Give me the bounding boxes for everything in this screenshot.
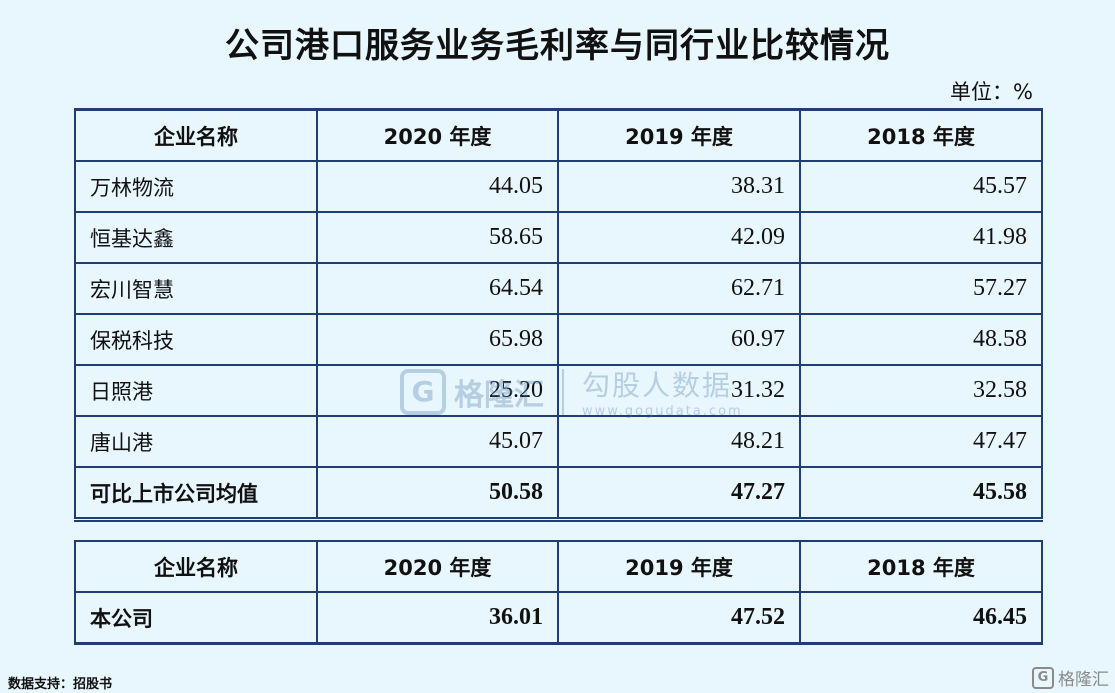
value-2019: 62.71 — [557, 262, 801, 315]
table-row: 恒基达鑫 58.65 42.09 41.98 — [74, 211, 1043, 264]
header-2020: 2020 年度 — [316, 540, 559, 593]
value-2019: 48.21 — [557, 415, 801, 468]
value-2020: 45.07 — [316, 415, 559, 468]
table-header-row: 企业名称 2020 年度 2019 年度 2018 年度 — [74, 108, 1043, 162]
brand-mark: G 格隆汇 — [1032, 665, 1109, 690]
value-2019: 31.32 — [557, 364, 801, 417]
company-table: 企业名称 2020 年度 2019 年度 2018 年度 本公司 36.01 4… — [74, 540, 1043, 645]
table-row: 万林物流 44.05 38.31 45.57 — [74, 160, 1043, 213]
value-2019: 47.52 — [557, 591, 801, 645]
value-2020: 44.05 — [316, 160, 559, 213]
value-2018: 47.47 — [799, 415, 1043, 468]
watermark-name: 格隆汇 — [454, 377, 544, 413]
value-2018: 41.98 — [799, 211, 1043, 264]
watermark-right: 勾股人数据 www.gogudata.com — [582, 364, 743, 419]
value-2020: 25.20 — [316, 364, 559, 417]
table-header-row: 企业名称 2020 年度 2019 年度 2018 年度 — [74, 540, 1043, 593]
watermark-logo-icon: G — [400, 368, 446, 415]
average-2019: 47.27 — [557, 466, 801, 522]
value-2020: 36.01 — [316, 591, 559, 645]
header-company: 企业名称 — [74, 540, 318, 593]
average-2020: 50.58 — [316, 466, 559, 522]
value-2018: 48.58 — [799, 313, 1043, 366]
header-2019: 2019 年度 — [557, 540, 801, 593]
company-name: 保税科技 — [74, 313, 318, 366]
watermark: G 格隆汇 勾股人数据 www.gogudata.com — [400, 364, 743, 419]
value-2018: 45.57 — [799, 160, 1043, 213]
table-row: 宏川智慧 64.54 62.71 57.27 — [74, 262, 1043, 315]
average-label: 可比上市公司均值 — [74, 466, 318, 522]
value-2019: 38.31 — [557, 160, 801, 213]
value-2020: 64.54 — [316, 262, 559, 315]
company-row: 本公司 36.01 47.52 46.45 — [74, 591, 1043, 645]
header-company: 企业名称 — [74, 108, 318, 162]
brand-name: 格隆汇 — [1058, 670, 1109, 690]
comparison-table: 企业名称 2020 年度 2019 年度 2018 年度 万林物流 44.05 … — [74, 108, 1043, 522]
company-name: 恒基达鑫 — [74, 211, 318, 264]
header-2020: 2020 年度 — [316, 108, 559, 162]
table-row: 日照港 25.20 31.32 32.58 — [74, 364, 1043, 417]
unit-label: 单位：% — [950, 80, 1033, 104]
header-2018: 2018 年度 — [799, 108, 1043, 162]
watermark-divider — [562, 368, 564, 415]
page-title: 公司港口服务业务毛利率与同行业比较情况 — [225, 26, 890, 66]
average-2018: 45.58 — [799, 466, 1043, 522]
value-2018: 46.45 — [799, 591, 1043, 645]
watermark-text: 勾股人数据 — [582, 369, 733, 402]
source-note: 数据支持：招股书 — [8, 677, 113, 692]
value-2020: 58.65 — [316, 211, 559, 264]
value-2018: 57.27 — [799, 262, 1043, 315]
value-2019: 60.97 — [557, 313, 801, 366]
value-2019: 42.09 — [557, 211, 801, 264]
brand-logo-icon: G — [1032, 666, 1054, 689]
company-name: 万林物流 — [74, 160, 318, 213]
watermark-url: www.gogudata.com — [582, 404, 743, 419]
company-name: 宏川智慧 — [74, 262, 318, 315]
value-2020: 65.98 — [316, 313, 559, 366]
header-2018: 2018 年度 — [799, 540, 1043, 593]
average-row: 可比上市公司均值 50.58 47.27 45.58 — [74, 466, 1043, 522]
value-2018: 32.58 — [799, 364, 1043, 417]
table-row: 唐山港 45.07 48.21 47.47 — [74, 415, 1043, 468]
company-name: 唐山港 — [74, 415, 318, 468]
header-2019: 2019 年度 — [557, 108, 801, 162]
table-row: 保税科技 65.98 60.97 48.58 — [74, 313, 1043, 366]
company-name: 日照港 — [74, 364, 318, 417]
company-name: 本公司 — [74, 591, 318, 645]
